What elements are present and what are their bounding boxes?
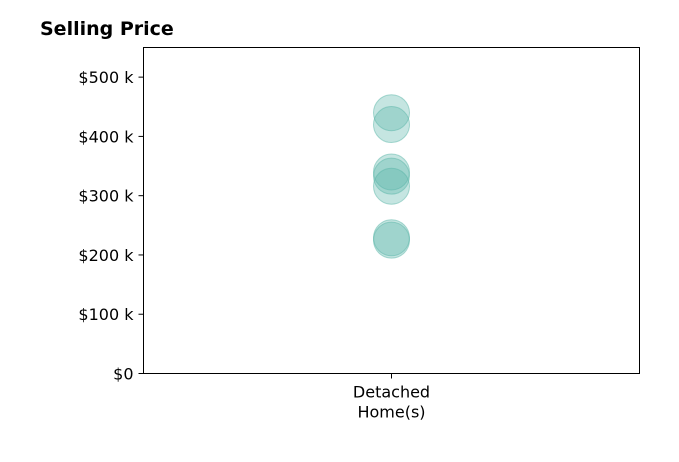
y-tick-label: $0	[113, 365, 133, 384]
scatter-point	[373, 157, 410, 195]
y-tick-label: $300 k	[78, 187, 134, 206]
x-axis: Detached Home(s)	[353, 373, 430, 422]
y-tick-label: $100 k	[78, 305, 134, 324]
scatter-point	[373, 221, 410, 259]
y-tick-label: $500 k	[78, 68, 134, 87]
scatter-point	[373, 94, 410, 132]
y-tick-label: $200 k	[78, 246, 134, 265]
x-category-label: Detached Home(s)	[353, 383, 430, 422]
y-axis: $0 $100 k $200 k $300 k $400 k $500 k	[78, 68, 144, 384]
y-tick-label: $400 k	[78, 127, 134, 146]
scatter-point	[373, 167, 410, 205]
scatter-point	[373, 106, 410, 144]
data-points	[373, 94, 410, 259]
chart-title: Selling Price	[40, 18, 174, 40]
